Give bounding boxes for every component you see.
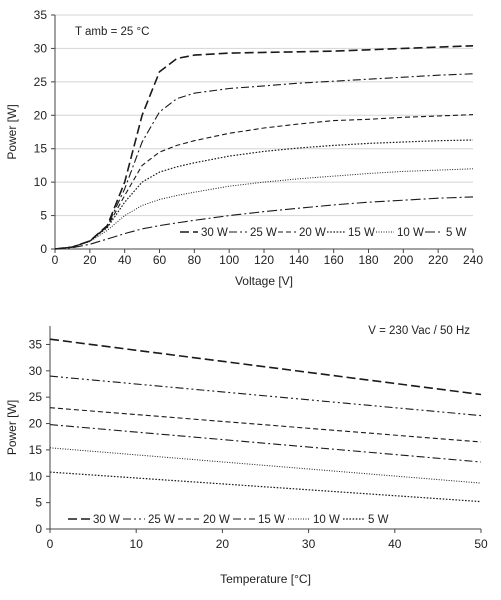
x-tick-label-60: 60 [153,253,167,267]
x-tick-label-20: 20 [83,253,97,267]
y-tick-label-25: 25 [29,390,43,404]
series-line-20-w [54,114,474,250]
x-axis-label: Voltage [V] [235,274,293,288]
series-line-5-w [54,196,474,250]
x-tick-label-120: 120 [254,253,274,267]
series-line-15-w [49,424,482,463]
x-axis-label: Temperature [°C] [220,572,311,586]
y-tick-label-30: 30 [34,41,48,55]
y-tick-label-35: 35 [29,337,43,351]
y-tick-label-15: 15 [29,443,43,457]
legend-label-25-w: 25 W [250,227,277,239]
x-tick-label-0: 0 [47,537,54,551]
legend-label-20-w: 20 W [203,514,230,526]
series-line-10-w [54,168,474,250]
y-tick-label-20: 20 [34,108,48,122]
legend-label-10-w: 10 W [397,227,424,239]
x-tick-label-140: 140 [289,253,309,267]
legend-label-30-w: 30 W [93,514,120,526]
chart-annotation: V = 230 Vac / 50 Hz [368,325,470,337]
legend-label-30-w: 30 W [201,227,228,239]
series-line-25-w [54,73,474,250]
legend-label-15-w: 15 W [348,227,375,239]
x-tick-label-80: 80 [188,253,202,267]
legend: 30 W 25 W 20 W 15 W 10 W 5 W [68,514,389,526]
legend-label-10-w: 10 W [313,514,340,526]
y-tick-label-5: 5 [40,209,47,223]
y-tick-label-10: 10 [29,469,43,483]
chart-voltage-power: 0 5 10 15 20 25 30 35 0 20 40 60 80 100 120 140 160 180 20… [5,8,483,288]
legend-label-5-w: 5 W [368,514,389,526]
y-tick-label-15: 15 [34,142,48,156]
series-line-5-w [49,471,482,503]
x-tick-label-40: 40 [388,537,402,551]
series-line-30-w [49,338,482,396]
x-tick-label-30: 30 [302,537,316,551]
y-tick-label-0: 0 [40,242,47,256]
legend: 30 W 25 W 20 W 15 W 10 W 5 W [180,227,467,239]
x-tick-label-10: 10 [130,537,144,551]
legend-label-15-w: 15 W [258,514,285,526]
x-tick-label-100: 100 [219,253,239,267]
series-line-10-w [49,447,482,484]
y-axis-label: Power [W] [5,400,19,455]
legend-label-25-w: 25 W [148,514,175,526]
x-tick-label-220: 220 [428,253,448,267]
y-axis-label: Power [W] [5,104,19,159]
y-tick-label-35: 35 [34,8,48,22]
legend-label-20-w: 20 W [299,227,326,239]
legend-label-5-w: 5 W [446,227,467,239]
x-tick-label-240: 240 [463,253,483,267]
y-tick-label-20: 20 [29,417,43,431]
series-line-25-w [49,375,482,417]
x-tick-label-180: 180 [358,253,378,267]
x-tick-label-200: 200 [393,253,413,267]
x-tick-label-50: 50 [474,537,488,551]
y-tick-label-0: 0 [35,522,42,536]
x-tick-label-40: 40 [118,253,132,267]
chart-temperature-power: 0 5 10 15 20 25 30 35 0 10 20 30 40 50 Temperature [°C… [5,325,488,586]
x-tick-label-160: 160 [324,253,344,267]
series-line-20-w [49,407,482,443]
x-tick-label-0: 0 [52,253,59,267]
y-tick-label-30: 30 [29,364,43,378]
y-tick-label-10: 10 [34,175,48,189]
x-tick-label-20: 20 [216,537,230,551]
y-tick-label-25: 25 [34,75,48,89]
series-line-30-w [54,45,474,250]
series-line-15-w [54,139,474,250]
y-tick-label-5: 5 [35,496,42,510]
chart-annotation: T amb = 25 °C [75,26,149,38]
